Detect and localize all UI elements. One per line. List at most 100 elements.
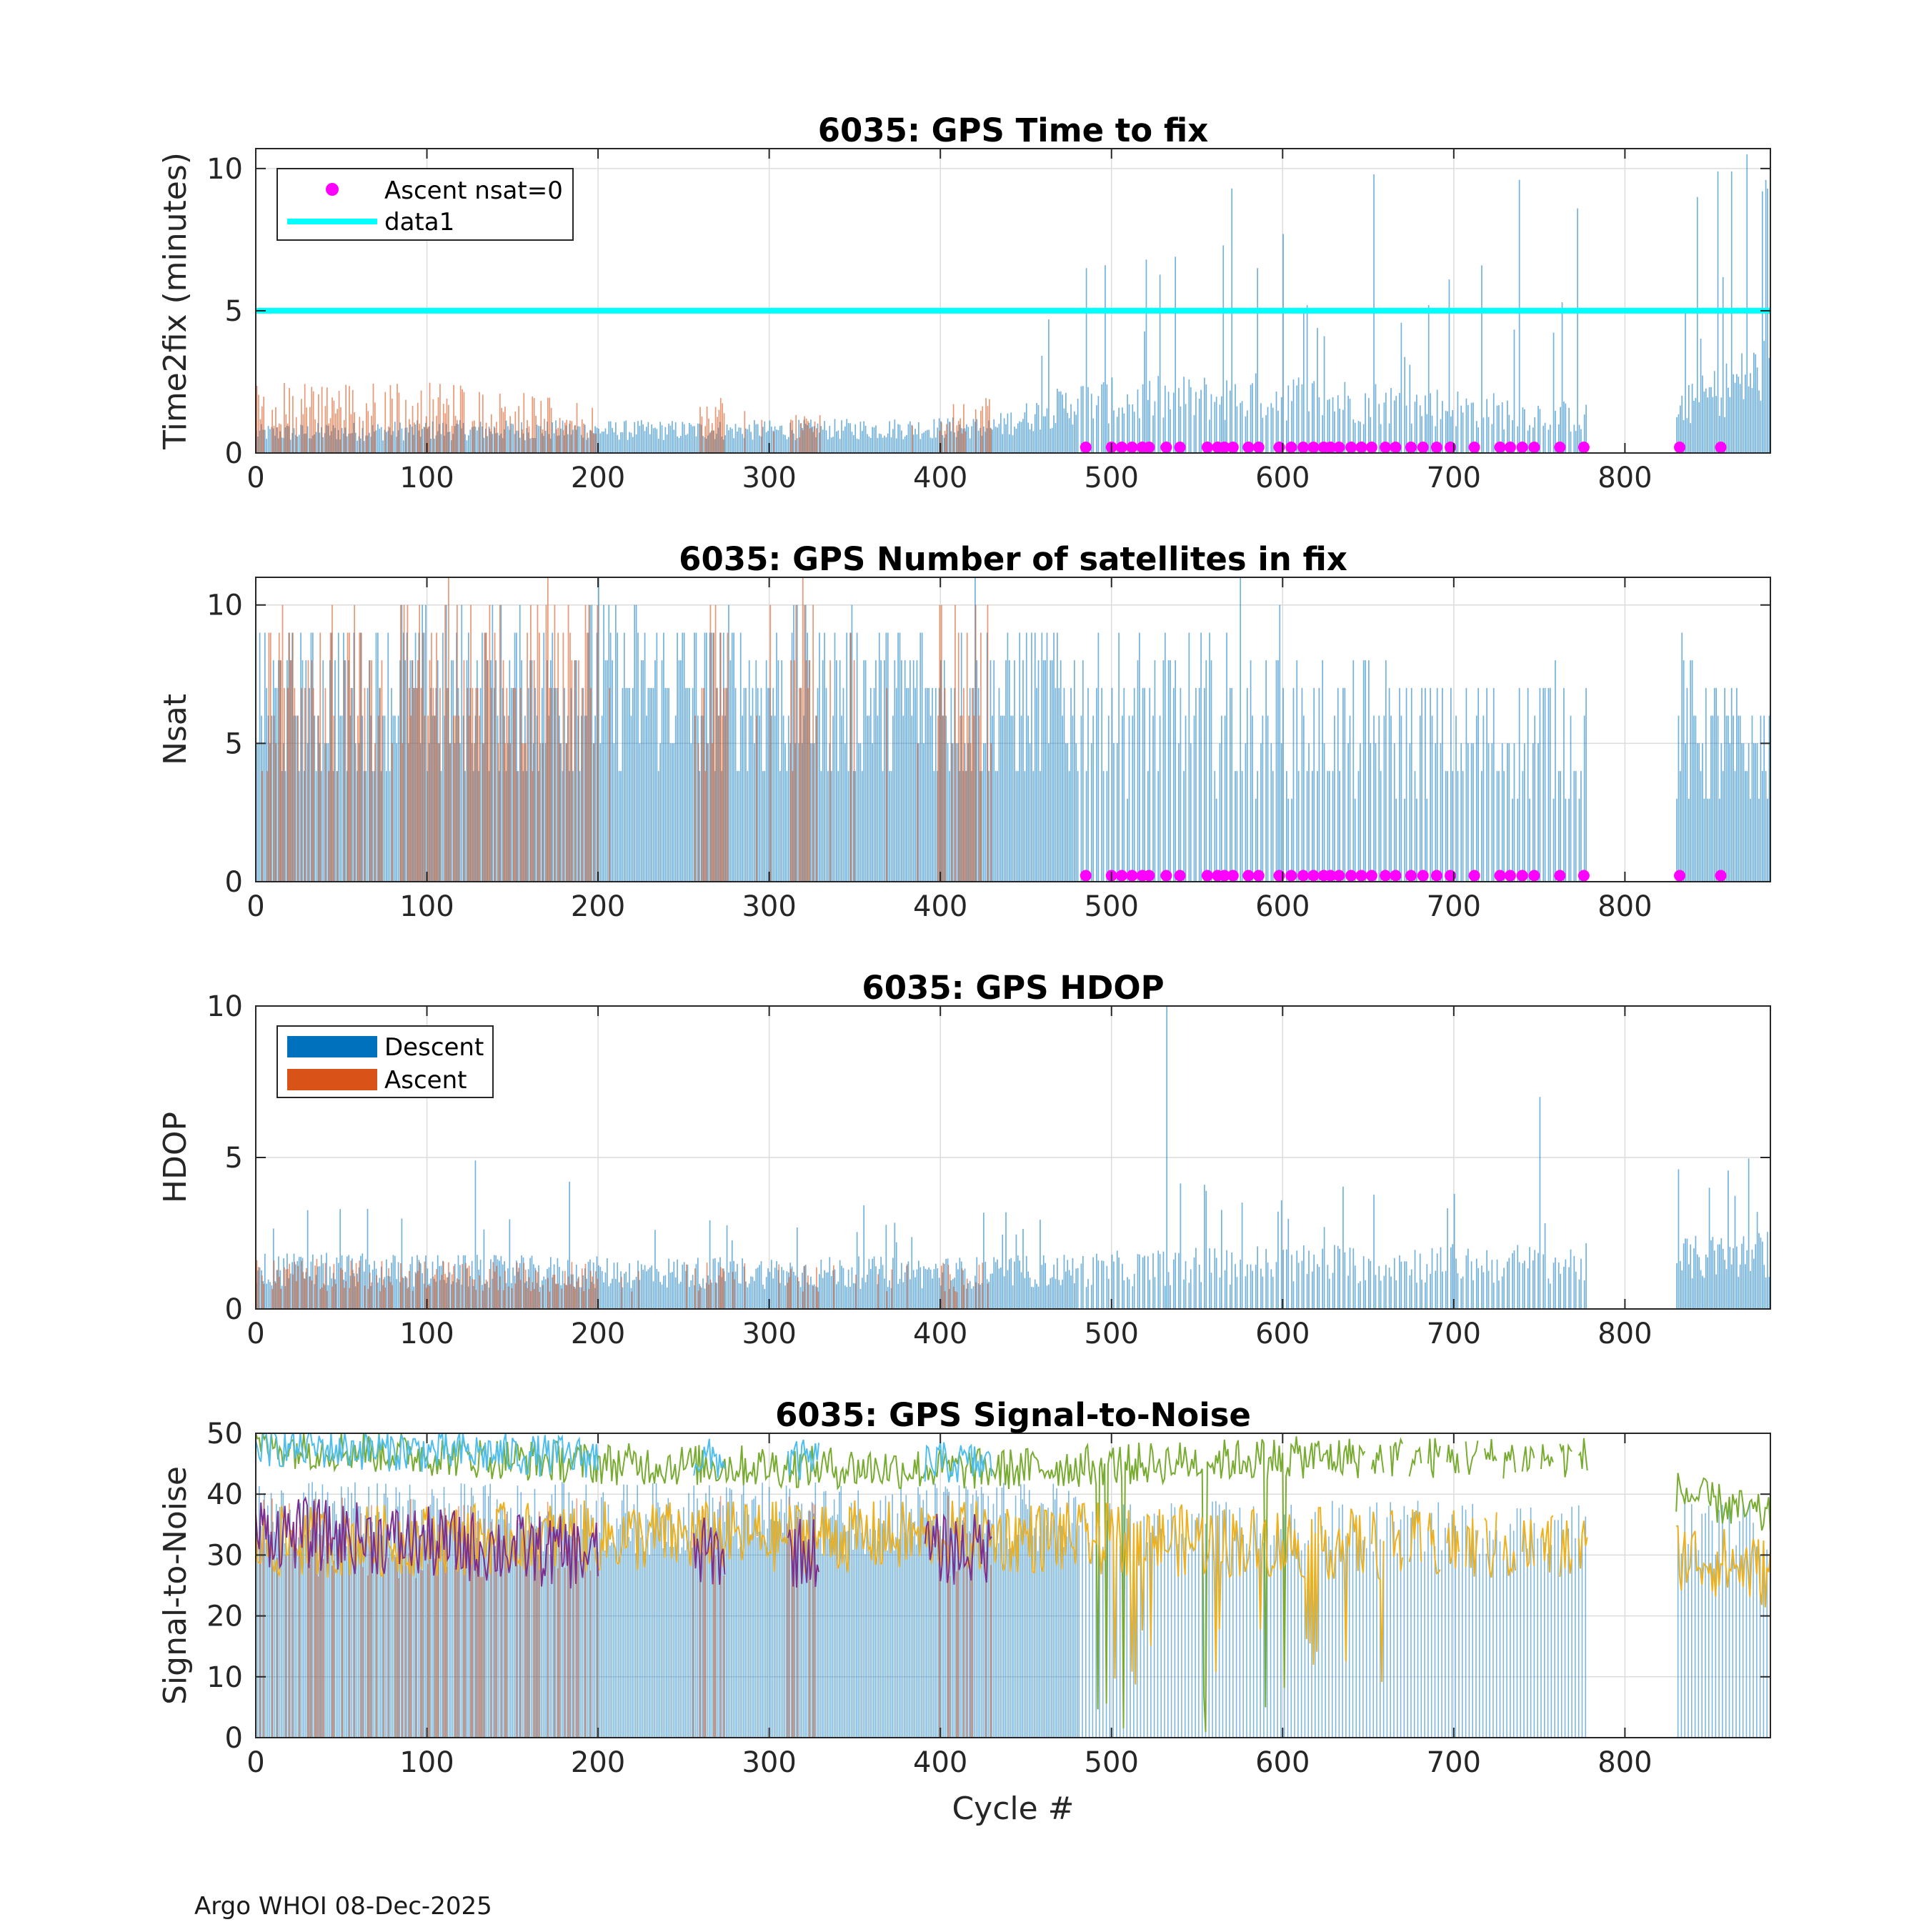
xtick-label: 0 <box>246 890 264 923</box>
legend-descent-patch <box>287 1036 377 1057</box>
y-axis-label: HDOP <box>157 1112 194 1203</box>
chart-title: 6035: GPS Number of satellites in fix <box>679 540 1347 578</box>
panel-1: 0 100 200 300 400 500 600 700 800 0 5 10 6035: GPS T… <box>157 111 1771 494</box>
panel-2: 0 100 200 300 400 500 600 700 800 0 5 10 6035: GPS N… <box>157 540 1771 923</box>
legend-ascent-patch <box>287 1069 377 1090</box>
legend: Descent Ascent <box>276 1025 494 1098</box>
nsat0-marker-666 <box>1390 442 1402 453</box>
nsat0-marker-586 <box>1252 442 1265 453</box>
nsat0-marker-856 <box>1715 442 1727 453</box>
xtick-label: 800 <box>1597 1318 1652 1350</box>
legend-label: Ascent <box>384 1066 467 1095</box>
ytick-label: 0 <box>225 1722 243 1755</box>
nsat0-marker-633 <box>1333 870 1345 882</box>
nsat0-marker-646 <box>1355 442 1367 453</box>
xtick-label: 100 <box>399 1318 454 1350</box>
xtick-label: 800 <box>1597 890 1652 923</box>
x-axis-label: Cycle # <box>952 1791 1074 1827</box>
nsat0-marker-832 <box>1674 870 1686 882</box>
nsat0-marker-618 <box>1307 442 1320 453</box>
nsat0-marker-612 <box>1297 870 1310 882</box>
legend-box <box>276 168 574 241</box>
nsat0-marker-532 <box>1160 442 1172 453</box>
y-axis-label: Time2fix (minutes) <box>157 152 194 450</box>
chart-title: 6035: GPS Signal-to-Noise <box>775 1396 1251 1434</box>
nsat0-marker-727 <box>1494 870 1506 882</box>
nsat0-marker-652 <box>1365 870 1377 882</box>
nsat0-marker-618 <box>1307 870 1320 882</box>
nsat0-marker-556 <box>1201 870 1213 882</box>
nsat0-marker-580 <box>1242 870 1255 882</box>
legend-label: data1 <box>384 208 454 236</box>
xtick-label: 800 <box>1597 1746 1652 1779</box>
xtick-label: 200 <box>571 462 625 494</box>
nsat0-marker-682 <box>1417 442 1429 453</box>
nsat0-marker-747 <box>1528 442 1540 453</box>
xtick-label: 100 <box>399 462 454 494</box>
legend-label: Descent <box>384 1033 484 1062</box>
y-axis-label: Nsat <box>157 694 194 765</box>
nsat0-marker-762 <box>1554 442 1566 453</box>
ytick-label: 40 <box>206 1478 243 1511</box>
ytick-label: 10 <box>206 990 243 1023</box>
nsat0-marker-566 <box>1218 870 1230 882</box>
nsat0-marker-571 <box>1227 870 1239 882</box>
ytick-label: 5 <box>225 727 243 760</box>
nsat0-marker-640 <box>1345 442 1357 453</box>
series-ascent_mean <box>256 1495 992 1589</box>
nsat0-marker-740 <box>1516 870 1528 882</box>
nsat0-marker-485 <box>1080 442 1092 453</box>
nsat0-marker-682 <box>1417 870 1429 882</box>
nsat0-marker-612 <box>1297 442 1310 453</box>
chart-title: 6035: GPS Time to fix <box>818 111 1209 149</box>
nsat0-marker-856 <box>1715 870 1727 882</box>
legend-label: Ascent nsat=0 <box>384 176 563 205</box>
ytick-label: 0 <box>225 1293 243 1326</box>
xtick-label: 600 <box>1255 1318 1310 1350</box>
ytick-label: 50 <box>206 1418 243 1450</box>
nsat0-marker-628 <box>1325 870 1337 882</box>
nsat0-marker-540 <box>1174 870 1186 882</box>
nsat0-marker-512 <box>1126 442 1138 453</box>
nsat0-marker-652 <box>1365 442 1377 453</box>
xtick-label: 400 <box>913 1746 967 1779</box>
legend: Ascent nsat=0 data1 <box>276 168 574 241</box>
ytick-label: 5 <box>225 1142 243 1175</box>
xtick-label: 400 <box>913 462 967 494</box>
nsat0-marker-690 <box>1430 870 1442 882</box>
nsat0-marker-571 <box>1227 442 1239 453</box>
xtick-label: 500 <box>1085 462 1139 494</box>
series-ascent_max <box>256 1433 993 1483</box>
nsat0-marker-646 <box>1355 870 1367 882</box>
xtick-label: 800 <box>1597 462 1652 494</box>
y-axis-label: Signal-to-Noise <box>157 1466 194 1705</box>
xtick-label: 500 <box>1085 1318 1139 1350</box>
axes-box <box>255 148 1771 454</box>
xtick-label: 300 <box>742 1746 796 1779</box>
xtick-label: 500 <box>1085 1746 1139 1779</box>
axes-box <box>255 1433 1771 1738</box>
nsat0-marker-690 <box>1430 442 1442 453</box>
nsat0-marker-733 <box>1504 442 1516 453</box>
nsat0-marker-733 <box>1504 870 1516 882</box>
ytick-label: 5 <box>225 295 243 328</box>
nsat0-marker-532 <box>1160 870 1172 882</box>
xtick-label: 700 <box>1427 1746 1481 1779</box>
nsat0-marker-660 <box>1380 870 1392 882</box>
nsat0-marker-640 <box>1345 870 1357 882</box>
nsat0-marker-666 <box>1390 870 1402 882</box>
xtick-label: 500 <box>1085 890 1139 923</box>
nsat0-marker-762 <box>1554 870 1566 882</box>
nsat0-marker-540 <box>1174 442 1186 453</box>
xtick-label: 0 <box>246 1318 264 1350</box>
xtick-label: 700 <box>1427 462 1481 494</box>
xtick-label: 0 <box>246 462 264 494</box>
data-marks <box>256 577 1770 882</box>
xtick-label: 600 <box>1255 1746 1310 1779</box>
nsat0-marker-580 <box>1242 442 1255 453</box>
nsat0-marker-660 <box>1380 442 1392 453</box>
ytick-label: 0 <box>225 866 243 899</box>
xtick-label: 400 <box>913 1318 967 1350</box>
xtick-label: 600 <box>1255 462 1310 494</box>
